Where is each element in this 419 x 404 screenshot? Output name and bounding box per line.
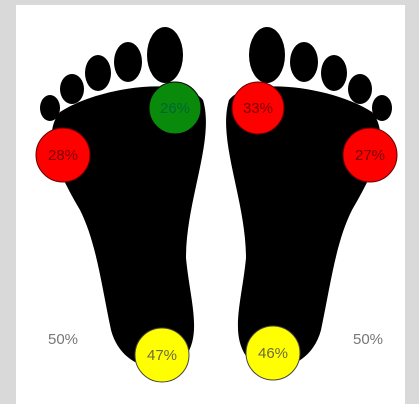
sensor-label: 27% xyxy=(355,147,385,164)
sensor-label: 33% xyxy=(243,100,273,117)
sole xyxy=(226,86,381,369)
sensor xyxy=(245,325,301,381)
toe xyxy=(60,74,84,104)
right-foot xyxy=(226,27,392,369)
foot-total: 50% xyxy=(48,331,78,348)
foot-total: 50% xyxy=(353,331,383,348)
sensor xyxy=(148,81,202,135)
sensor xyxy=(342,127,398,183)
toe xyxy=(321,55,347,91)
toe xyxy=(85,55,111,91)
sensor-label: 28% xyxy=(48,147,78,164)
sensor xyxy=(134,327,190,383)
toe xyxy=(114,42,142,82)
sensor xyxy=(231,81,285,135)
toe xyxy=(40,95,60,121)
sensor xyxy=(35,127,91,183)
sensor-label: 46% xyxy=(258,345,288,362)
sensor-label: 26% xyxy=(160,100,190,117)
sensor-label: 47% xyxy=(147,347,177,364)
toe xyxy=(249,27,285,83)
toe xyxy=(348,74,372,104)
toe xyxy=(372,95,392,121)
toe xyxy=(290,42,318,82)
toe xyxy=(147,27,183,83)
